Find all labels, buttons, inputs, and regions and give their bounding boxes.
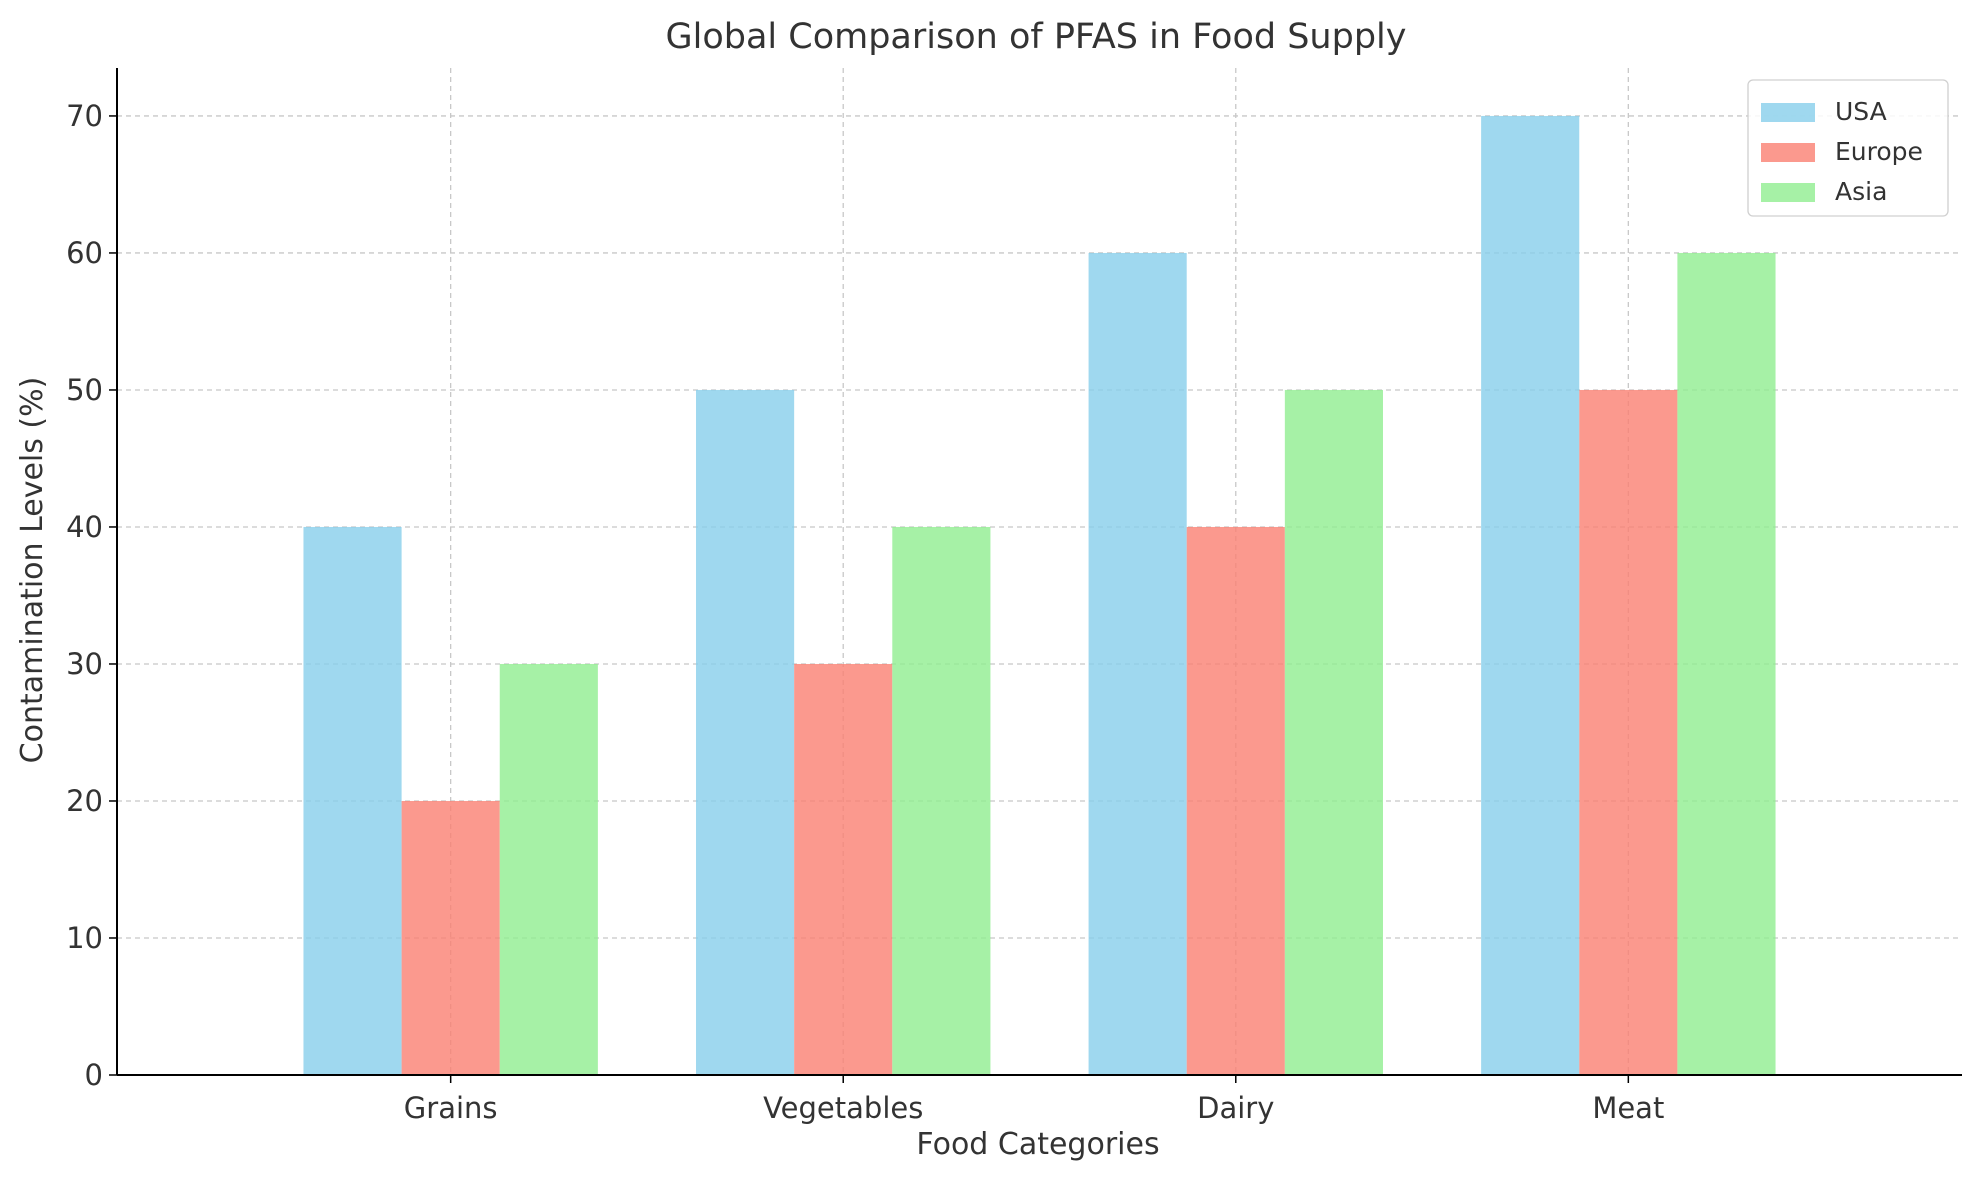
bar-europe-meat [1579,389,1678,1076]
bar-europe-vegetables [794,663,893,1075]
tick-labels: 0 10 20 30 40 50 60 70 Grains Vegetables Dairy Meat [66,99,1664,1125]
legend-swatch-asia [1761,183,1815,202]
x-tick-label: Dairy [1197,1091,1274,1125]
bar-asia-grains [499,663,598,1075]
bar-usa-meat [1481,115,1580,1075]
y-tick-label: 20 [66,784,103,818]
legend-label-asia: Asia [1835,177,1887,206]
bar-europe-dairy [1186,526,1285,1075]
legend-label-usa: USA [1835,97,1887,126]
bar-usa-vegetables [696,389,795,1076]
bar-usa-dairy [1088,252,1187,1076]
chart-title: Global Comparison of PFAS in Food Supply [666,17,1407,57]
x-tick-label: Meat [1592,1091,1664,1125]
bar-asia-meat [1677,252,1776,1076]
bar-asia-dairy [1284,389,1383,1076]
x-tick-label: Grains [404,1091,498,1125]
bar-usa-grains [303,526,402,1075]
y-tick-label: 10 [66,921,103,955]
legend-swatch-europe [1761,143,1815,162]
x-tick-label: Vegetables [763,1091,923,1125]
y-tick-label: 0 [85,1058,103,1092]
legend-label-europe: Europe [1835,137,1923,166]
legend: USA Europe Asia [1747,79,1949,217]
axes [109,68,1962,1083]
y-tick-label: 40 [66,510,103,544]
y-tick-label: 60 [66,236,103,270]
y-tick-label: 50 [66,373,103,407]
x-axis-label: Food Categories [916,1127,1159,1162]
y-tick-label: 30 [66,647,103,681]
bar-europe-grains [401,800,500,1075]
y-axis-label: Contamination Levels (%) [15,377,50,764]
legend-swatch-usa [1761,103,1815,122]
y-tick-label: 70 [66,99,103,133]
bar-asia-vegetables [892,526,991,1075]
bars [303,115,1776,1076]
